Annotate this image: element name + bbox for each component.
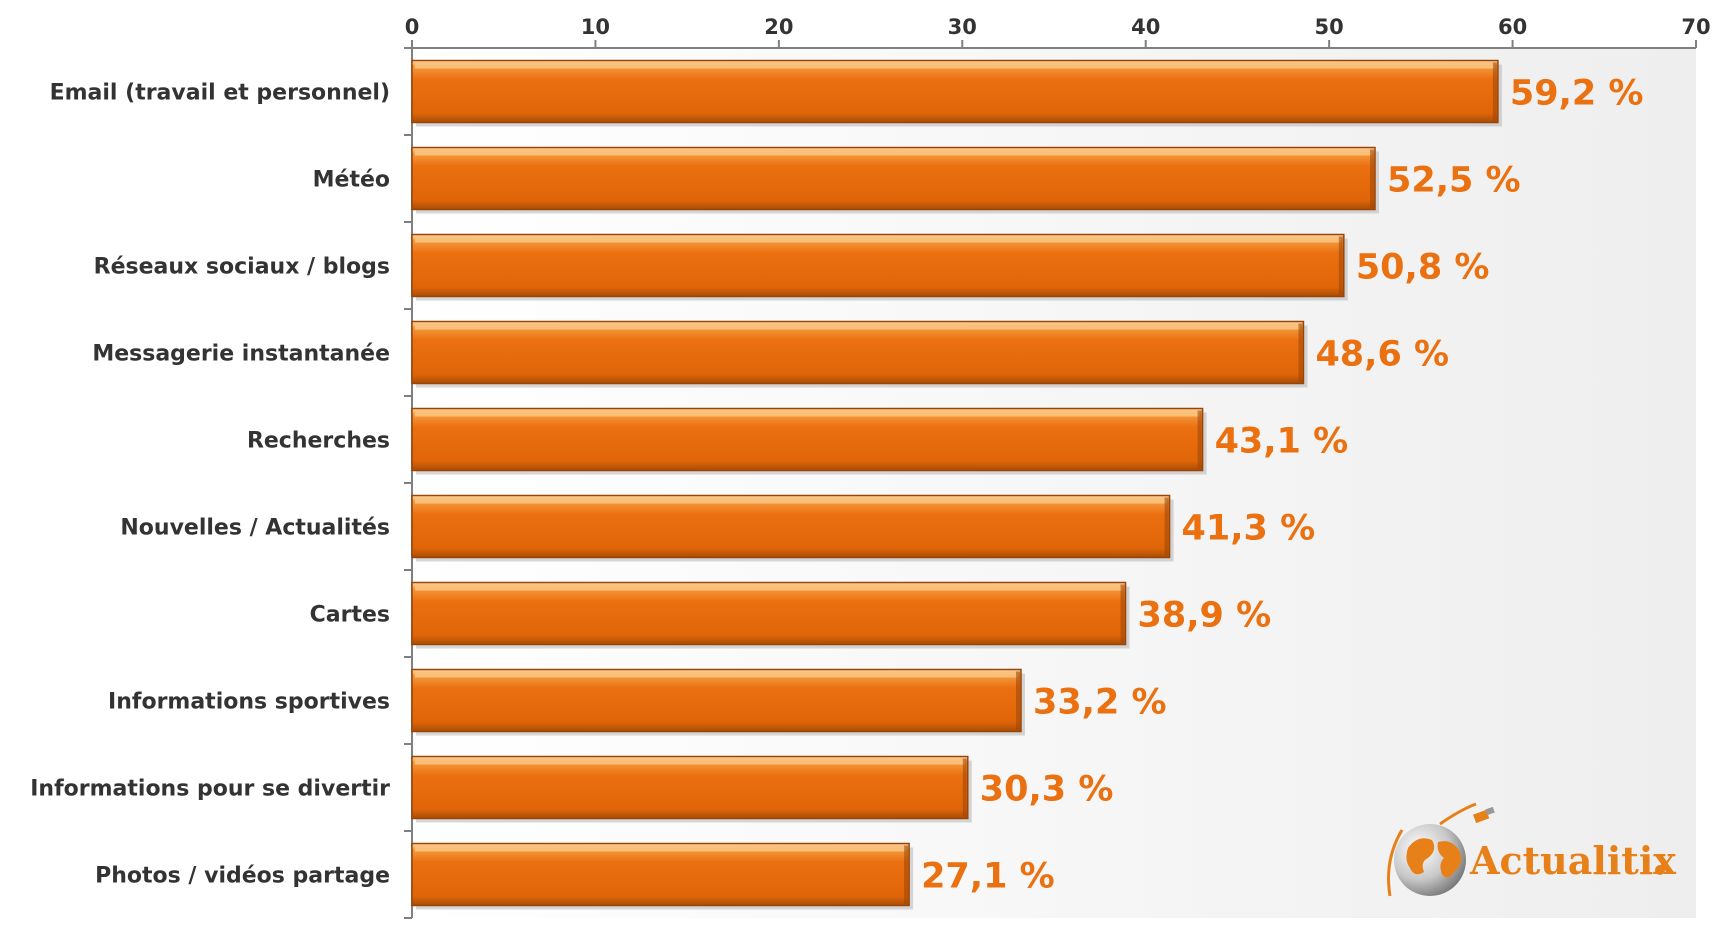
x-tick-label: 60 xyxy=(1498,15,1527,39)
x-tick-label: 10 xyxy=(581,15,610,39)
category-label: Recherches xyxy=(247,429,390,454)
data-label: 41,3 % xyxy=(1182,509,1316,549)
category-labels: Email (travail et personnel) Météo Réseaux… xyxy=(30,81,390,889)
bar xyxy=(411,59,1499,124)
actualitix-logo: Actualitix xyxy=(1387,802,1676,897)
bar-bevel xyxy=(1298,323,1303,382)
globe-with-cable-icon xyxy=(1387,802,1495,897)
x-tick-label: 70 xyxy=(1681,15,1710,39)
bar-highlight xyxy=(415,150,1372,156)
data-label: 59,2 % xyxy=(1510,74,1644,114)
category-label: Photos / vidéos partage xyxy=(95,864,390,889)
bar-bevel xyxy=(1197,410,1202,469)
data-label: 50,8 % xyxy=(1356,248,1490,288)
bar xyxy=(411,494,1171,559)
bar xyxy=(411,842,910,907)
bar-highlight xyxy=(415,324,1301,330)
bar-bevel xyxy=(962,758,967,817)
bar xyxy=(411,146,1376,211)
bar-bevel xyxy=(1338,236,1343,295)
bar-bevel xyxy=(1370,149,1374,208)
category-label: Informations pour se divertir xyxy=(30,777,390,802)
bar-highlight xyxy=(415,585,1123,591)
x-axis: 0 10 20 30 40 50 60 70 xyxy=(404,15,1711,919)
bar xyxy=(411,668,1022,733)
bar-highlight xyxy=(415,672,1018,678)
data-label: 27,1 % xyxy=(921,857,1055,897)
bar xyxy=(411,407,1204,472)
bar-highlight xyxy=(415,846,907,852)
bar-bevel xyxy=(1492,62,1497,121)
category-label: Météo xyxy=(313,168,390,193)
data-label: 33,2 % xyxy=(1033,683,1167,723)
bar-highlight xyxy=(415,759,965,765)
data-label: 48,6 % xyxy=(1315,335,1449,375)
data-label: 30,3 % xyxy=(980,770,1114,810)
data-label: 52,5 % xyxy=(1387,161,1521,201)
bar-bevel xyxy=(904,845,909,904)
bar-bevel xyxy=(1015,671,1020,730)
bar-highlight xyxy=(415,237,1341,243)
logo-text: Actualitix xyxy=(1469,838,1676,883)
category-label: Nouvelles / Actualités xyxy=(120,516,390,541)
bar xyxy=(411,755,969,820)
bar-bevel xyxy=(1164,497,1169,556)
category-label: Informations sportives xyxy=(108,690,390,715)
category-label: Cartes xyxy=(310,603,390,628)
category-label: Réseaux sociaux / blogs xyxy=(94,255,390,280)
x-tick-label: 0 xyxy=(405,15,420,39)
bars xyxy=(411,59,1502,910)
x-tick-label: 50 xyxy=(1315,15,1344,39)
bar xyxy=(411,233,1345,298)
bar xyxy=(411,581,1127,646)
x-tick-label: 20 xyxy=(764,15,793,39)
category-label: Messagerie instantanée xyxy=(92,342,390,367)
bar xyxy=(411,320,1305,385)
bar-highlight xyxy=(415,498,1167,504)
x-tick-label: 40 xyxy=(1131,15,1160,39)
category-label: Email (travail et personnel) xyxy=(50,81,390,106)
data-label: 43,1 % xyxy=(1215,422,1349,462)
bar-highlight xyxy=(415,411,1200,417)
x-tick-label: 30 xyxy=(948,15,977,39)
bar-bevel xyxy=(1120,584,1125,643)
data-labels: 59,2 % 52,5 % 50,8 % 48,6 % 43,1 % 41,3 % 38,9… xyxy=(921,74,1643,897)
data-label: 38,9 % xyxy=(1138,596,1272,636)
bar-highlight xyxy=(415,63,1495,69)
